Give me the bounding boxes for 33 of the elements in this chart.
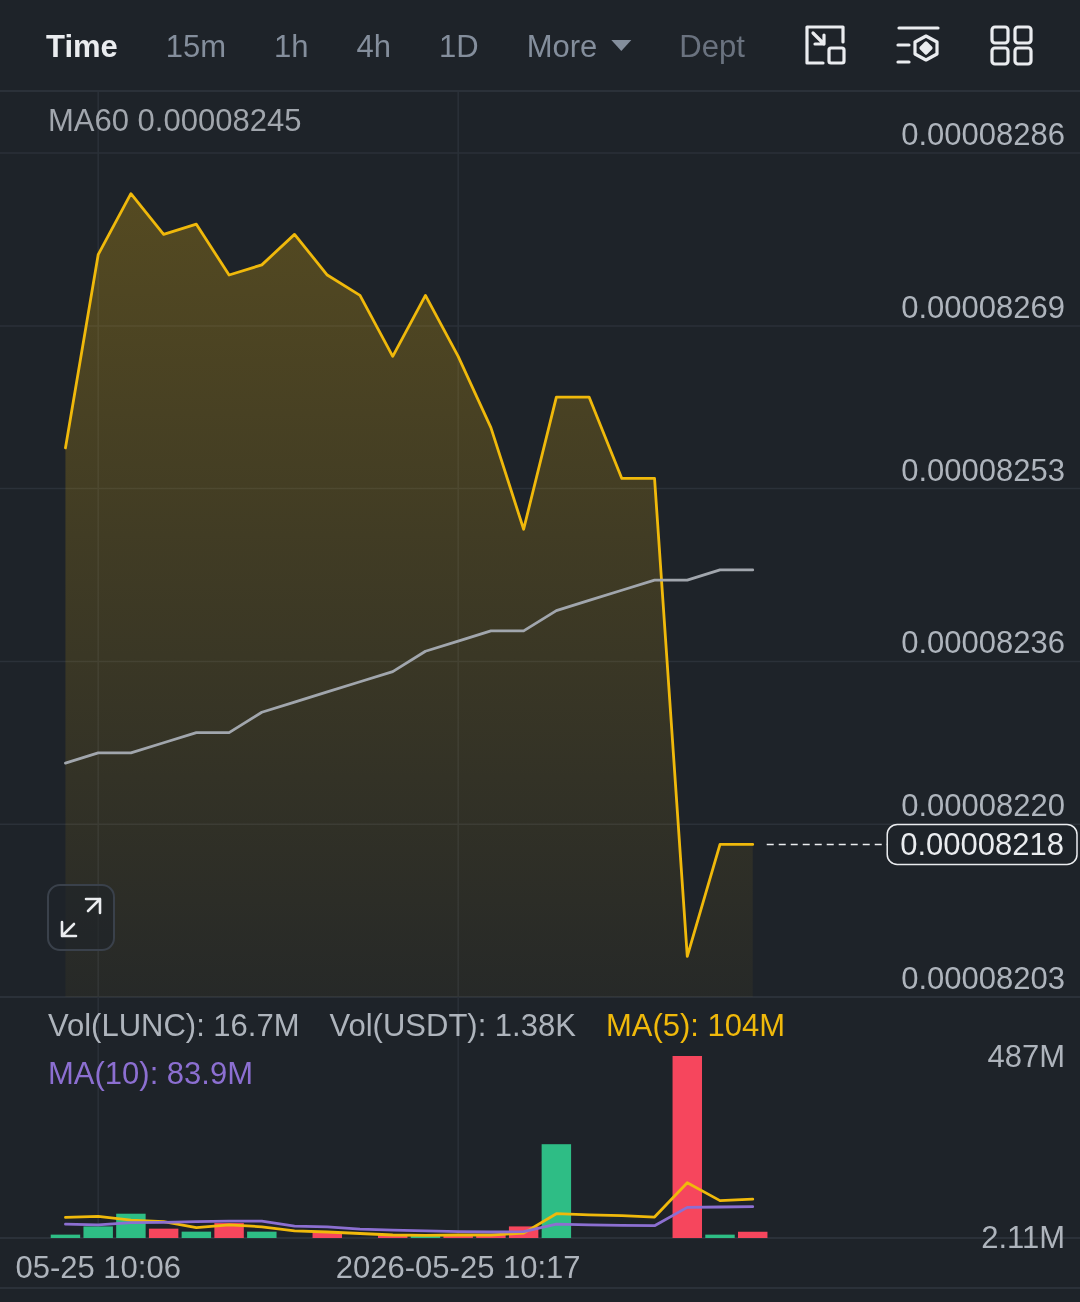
x-tick-label: 05-25 10:06 (15, 1250, 181, 1285)
line-series (64, 1181, 755, 1237)
y-tick-label: 0.00008269 (901, 289, 1065, 325)
y-tick-label: 2.11M (981, 1220, 1065, 1256)
text: Vol(LUNC): 16.7M (48, 1008, 300, 1043)
bar (738, 1231, 768, 1238)
bar (181, 1231, 212, 1238)
x-tick-label: 2026-05-25 10:17 (335, 1250, 581, 1285)
ref-line-label: 0.00008218 (900, 827, 1064, 863)
bar (83, 1226, 113, 1238)
bar (148, 1228, 179, 1238)
y-tick-label: 0.00008253 (901, 452, 1065, 488)
line-series (64, 1205, 755, 1234)
bar (672, 1056, 702, 1238)
text: 4h (356, 29, 392, 64)
text: MA(10): 83.9M (48, 1056, 254, 1091)
bar (541, 1144, 572, 1238)
text: 1D (439, 29, 479, 64)
bar (705, 1234, 735, 1238)
y-tick-label: 0.00008220 (901, 788, 1065, 824)
text: 1h (274, 29, 309, 64)
text: 15m (165, 29, 227, 64)
y-tick-label: 0.00008203 (901, 961, 1065, 996)
text: More (526, 29, 598, 64)
bar (247, 1231, 277, 1238)
text: Time (46, 29, 118, 64)
y-tick-label: 487M (987, 1039, 1065, 1075)
text: MA(5): 104M (605, 1008, 786, 1043)
y-tick-label: 0.00008236 (901, 625, 1065, 661)
text: MA60 0.00008245 (48, 103, 302, 138)
y-tick-label: 0.00008286 (901, 117, 1065, 153)
text: Dept (679, 29, 746, 64)
text: Vol(USDT): 1.38K (329, 1008, 577, 1043)
